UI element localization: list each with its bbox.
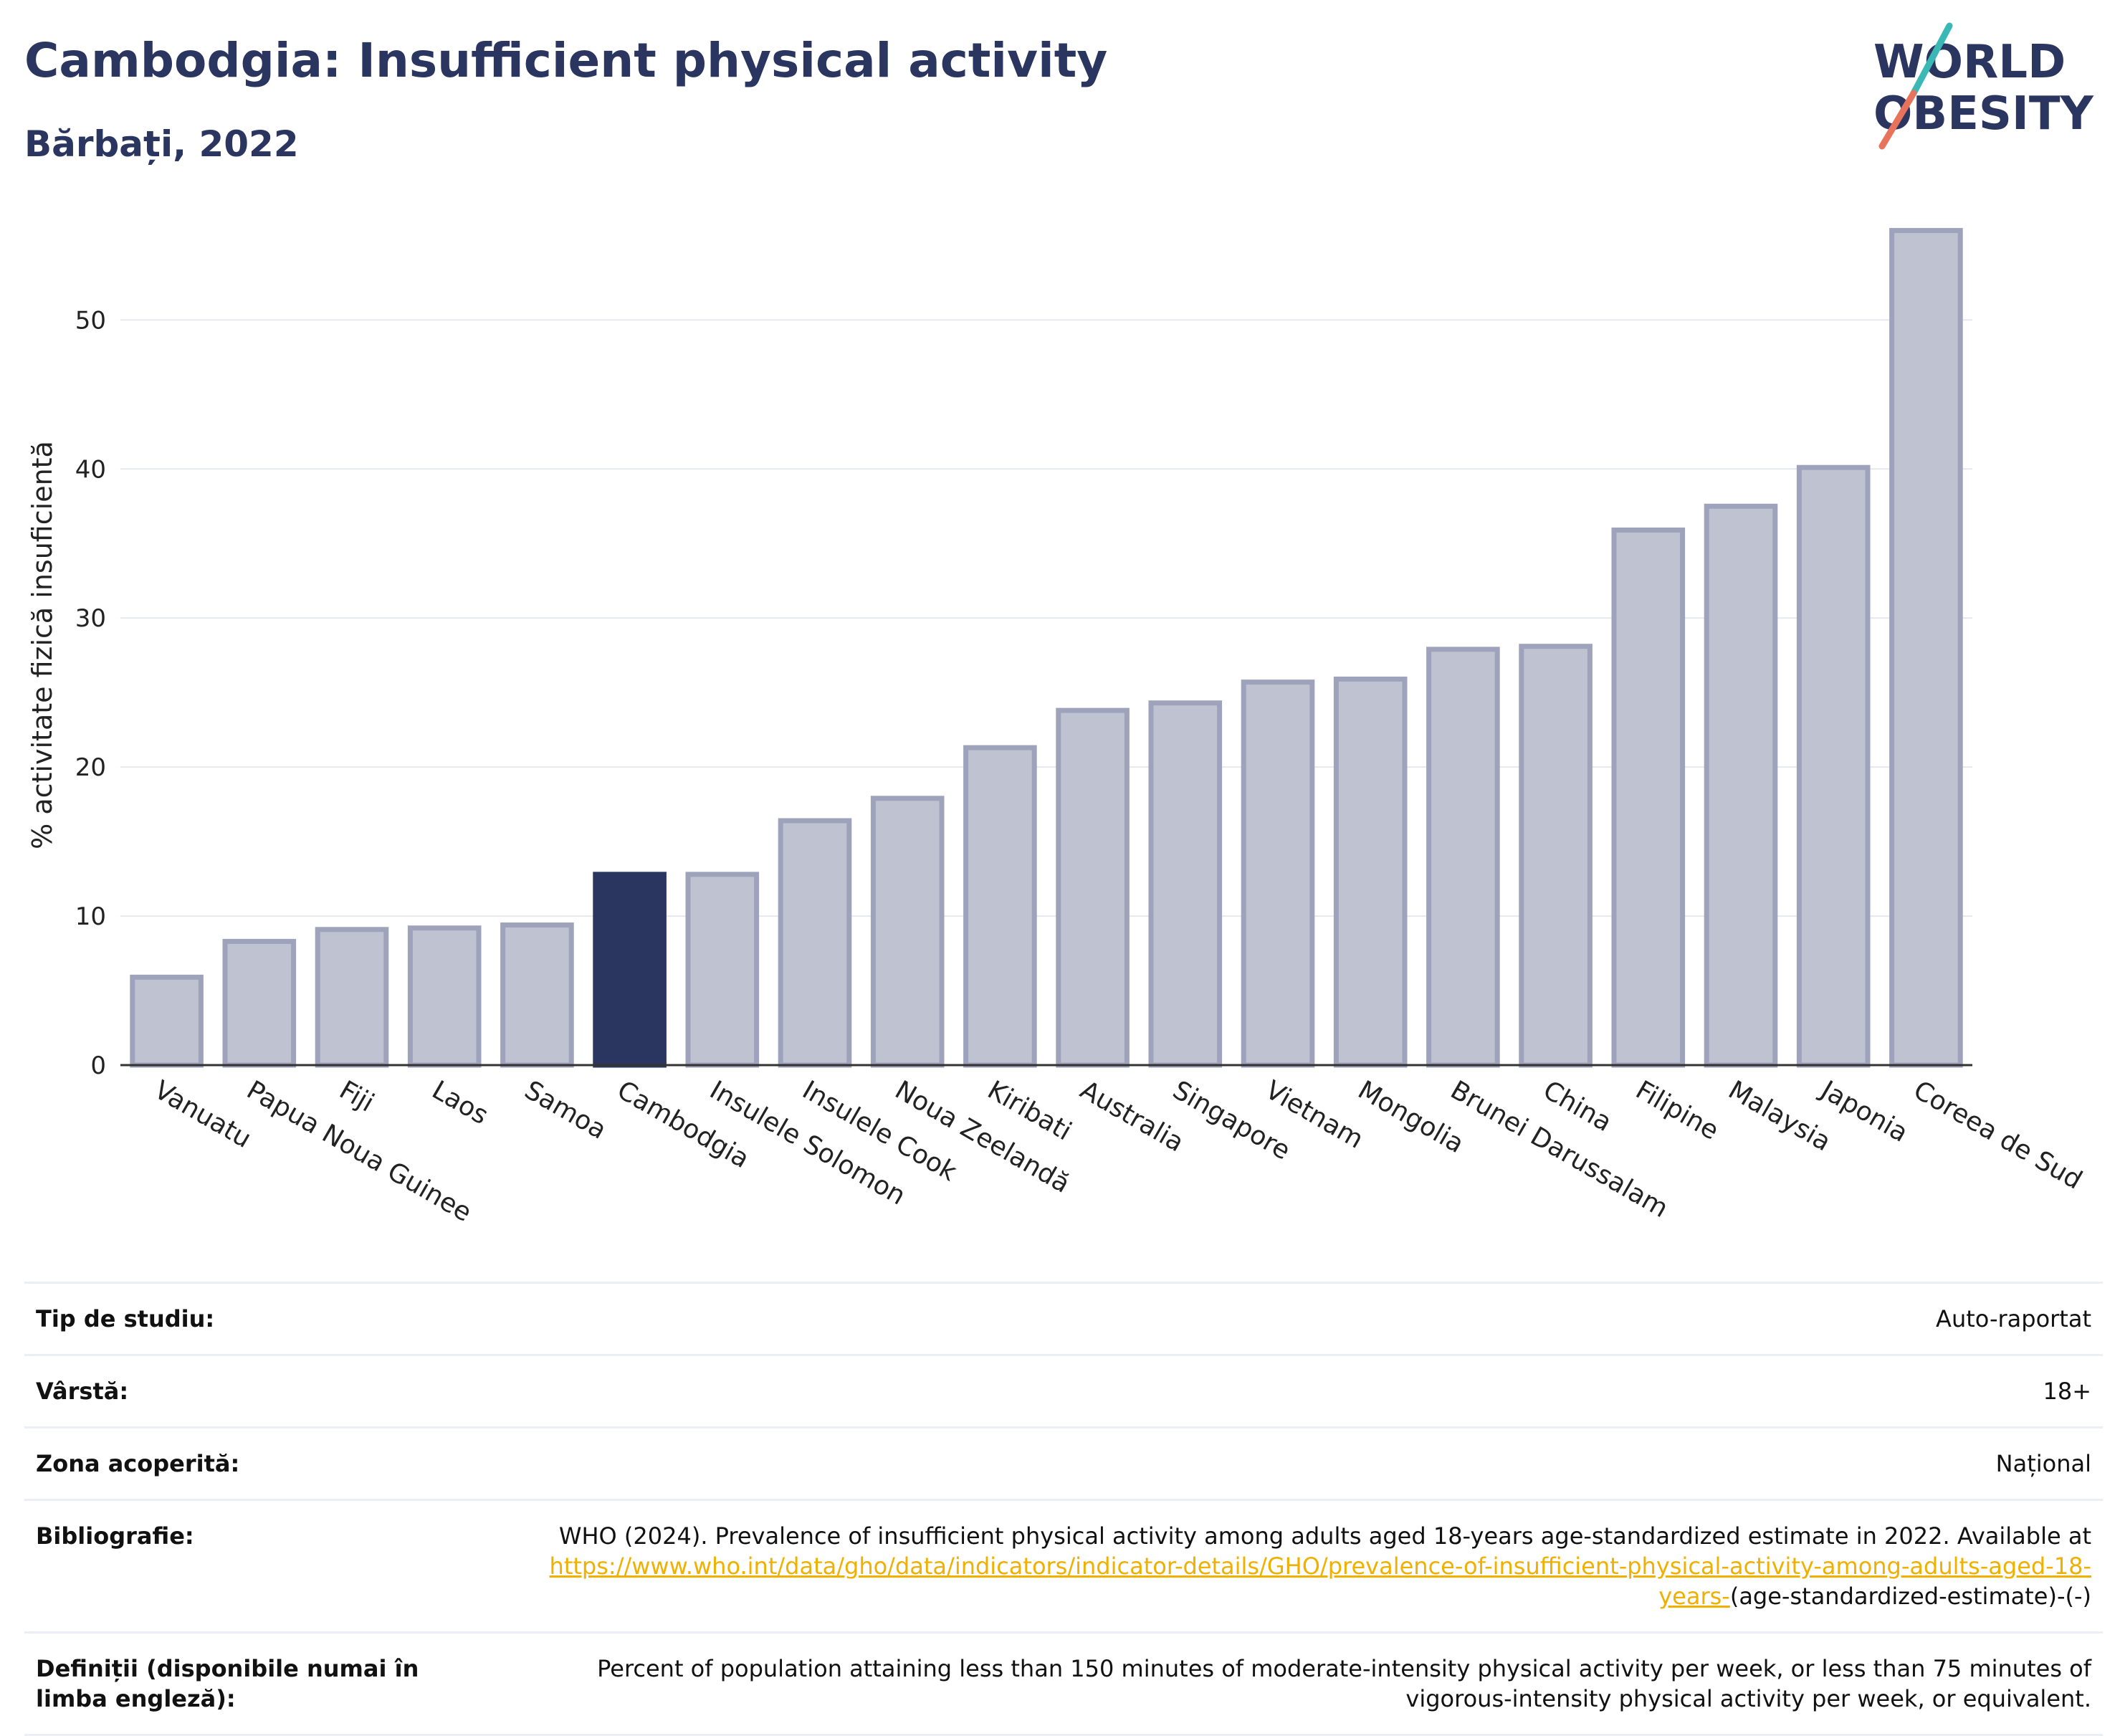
bar-papua-noua-guinee [222, 938, 297, 1068]
bar-vanuatu [130, 974, 204, 1068]
x-tick-label: Mongolia [1353, 1075, 1469, 1159]
bar-brunei-darussalam [1426, 647, 1500, 1068]
bibliography-suffix: (age-standardized-estimate)-(-) [1729, 1583, 2091, 1610]
y-tick-label: 50 [75, 306, 106, 335]
info-label: Definiții (disponibile numai în limba en… [36, 1655, 419, 1712]
bar-filipine [1611, 528, 1686, 1068]
info-value: Național [1995, 1450, 2091, 1477]
logo-text-obesity: OBESITY [1873, 87, 2093, 140]
page-subtitle: Bărbați, 2022 [24, 123, 299, 165]
y-axis: 0 10 20 30 40 50 [75, 306, 106, 1080]
info-value: Percent of population attaining less tha… [597, 1655, 2091, 1712]
bar-noua-zeelandă [870, 796, 945, 1068]
x-tick-label: Malaysia [1724, 1075, 1836, 1157]
bar-cambodgia [593, 872, 667, 1068]
bar-japonia [1796, 464, 1871, 1068]
bar-vietnam [1241, 679, 1315, 1068]
bar-fiji [315, 927, 389, 1068]
bibliography-link[interactable]: https://www.who.int/data/gho/data/indica… [549, 1553, 2091, 1610]
chart-grid [120, 319, 1972, 917]
bar-laos [407, 925, 482, 1068]
x-tick-label: Coreea de Sud [1909, 1075, 2087, 1195]
chart-bars [130, 228, 1963, 1068]
info-row-coverage: Zona acoperită: Național [24, 1426, 2103, 1499]
x-tick-label: Laos [427, 1075, 493, 1130]
logo-slash-teal [1910, 22, 1953, 97]
bar-mongolia [1333, 676, 1408, 1068]
bar-malaysia [1704, 503, 1778, 1068]
info-row-definitions: Definiții (disponibile numai în limba en… [24, 1631, 2103, 1736]
x-tick-label: Fiji [335, 1075, 379, 1118]
info-value: Auto-raportat [1936, 1305, 2091, 1332]
logo-slash-red [1878, 90, 1917, 150]
info-row-age: Vârstă: 18+ [24, 1354, 2103, 1426]
y-axis-label: % activitate fizică insuficientă [27, 441, 58, 849]
x-tick-label: Filipine [1630, 1075, 1724, 1145]
info-row-study-type: Tip de studiu: Auto-raportat [24, 1282, 2103, 1354]
info-table: Tip de studiu: Auto-raportat Vârstă: 18+… [24, 1282, 2103, 1736]
y-tick-label: 30 [75, 604, 106, 633]
bar-singapore [1148, 700, 1223, 1068]
y-tick-label: 10 [75, 902, 106, 931]
info-label: Vârstă: [36, 1378, 129, 1405]
y-tick-label: 0 [90, 1051, 106, 1080]
info-label: Bibliografie: [36, 1522, 194, 1550]
y-tick-label: 40 [75, 455, 106, 484]
bar-china [1519, 644, 1593, 1068]
info-label: Tip de studiu: [36, 1305, 215, 1332]
bar-australia [1056, 707, 1130, 1068]
bar-insulele-cook [778, 818, 852, 1068]
logo-text-world: WORLD [1873, 36, 2066, 89]
x-tick-label: Vanuatu [149, 1075, 256, 1154]
page-title: Cambodgia: Insufficient physical activit… [24, 33, 1108, 88]
x-tick-label: Samoa [520, 1075, 611, 1145]
info-value: 18+ [2043, 1378, 2091, 1405]
info-row-bibliography: Bibliografie: WHO (2024). Prevalence of … [24, 1499, 2103, 1631]
info-value: WHO (2024). Prevalence of insufficient p… [495, 1521, 2091, 1611]
bar-coreea-de-sud [1889, 228, 1963, 1068]
bar-kiribati [963, 745, 1037, 1068]
bibliography-text: WHO (2024). Prevalence of insufficient p… [558, 1522, 2091, 1550]
world-obesity-logo: WORLD OBESITY [1873, 22, 2093, 150]
info-label: Zona acoperită: [36, 1450, 240, 1477]
bar-insulele-solomon [685, 872, 760, 1068]
bar-samoa [500, 922, 574, 1068]
x-tick-label: Australia [1075, 1075, 1188, 1158]
y-tick-label: 20 [75, 753, 106, 782]
